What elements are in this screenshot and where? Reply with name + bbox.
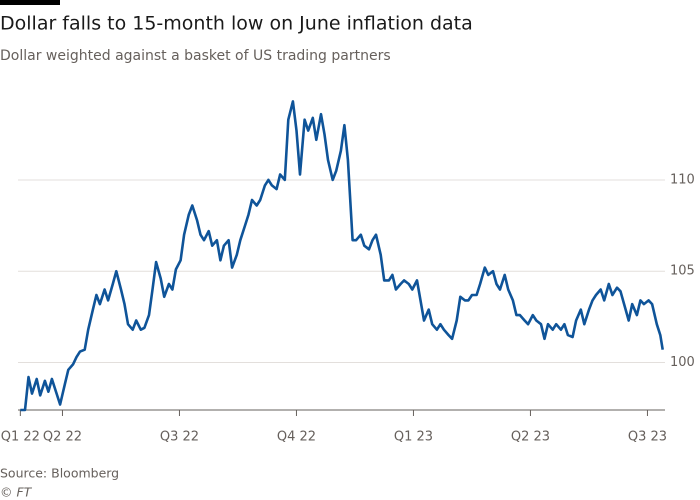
x-tick-label: Q2 23 xyxy=(511,430,550,445)
credit: © FT xyxy=(0,485,33,500)
chart-title: Dollar falls to 15-month low on June inf… xyxy=(0,13,473,35)
chart-subtitle: Dollar weighted against a basket of US t… xyxy=(0,48,391,64)
x-tick-label: Q1 23 xyxy=(394,430,433,445)
x-tick-label: Q3 23 xyxy=(628,430,667,445)
data-line xyxy=(20,100,664,412)
brand-bar xyxy=(0,0,60,5)
y-tick-label: 110 xyxy=(670,172,695,187)
x-tick-label: Q1 22 xyxy=(1,430,40,445)
x-tick-label: Q2 22 xyxy=(43,430,82,445)
x-tick-label: Q3 22 xyxy=(160,430,199,445)
y-tick-label: 100 xyxy=(670,355,695,370)
x-tick-label: Q4 22 xyxy=(277,430,316,445)
y-tick-label: 105 xyxy=(670,264,695,279)
source: Source: Bloomberg xyxy=(0,466,119,481)
